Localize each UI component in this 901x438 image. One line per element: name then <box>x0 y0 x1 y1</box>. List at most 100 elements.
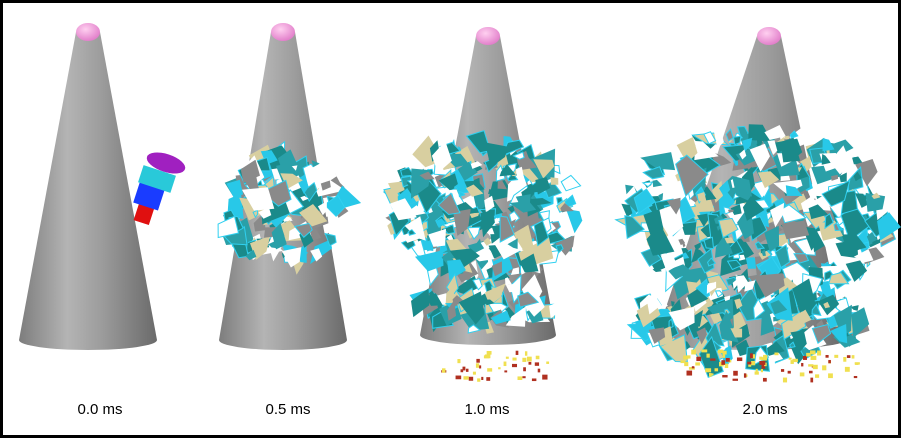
cone-cap <box>757 27 781 45</box>
particle <box>721 360 725 365</box>
particle <box>709 373 712 377</box>
particle <box>733 379 738 381</box>
particle <box>479 365 481 368</box>
particle <box>711 373 713 375</box>
particle <box>536 356 540 360</box>
particle <box>781 369 784 372</box>
particle <box>473 372 476 375</box>
particle <box>692 366 695 368</box>
particle <box>683 356 688 360</box>
particle <box>817 351 821 356</box>
particle <box>756 369 758 372</box>
particle <box>487 351 492 355</box>
particle <box>701 349 707 352</box>
particle <box>761 369 763 372</box>
particle <box>809 371 813 374</box>
particle <box>476 363 479 367</box>
debris-fragment <box>551 177 559 185</box>
figure: 0.0 ms 0.5 ms 1.0 ms 2.0 ms <box>0 0 901 438</box>
particle <box>517 376 522 380</box>
particle <box>442 368 445 372</box>
particle <box>792 359 798 362</box>
particle <box>532 378 536 381</box>
particle <box>456 376 462 380</box>
particle <box>481 377 483 380</box>
particle <box>803 356 807 360</box>
particle <box>855 362 858 365</box>
particle <box>718 350 723 354</box>
particle <box>528 362 531 365</box>
particle <box>737 357 742 361</box>
particle <box>845 367 850 372</box>
particle <box>748 365 751 367</box>
particle <box>512 364 517 367</box>
particle <box>516 351 519 355</box>
particle <box>783 378 787 383</box>
particle <box>523 367 526 371</box>
particle <box>522 358 526 362</box>
particle <box>538 369 540 373</box>
particle <box>750 353 753 358</box>
frame-label: 1.0 ms <box>464 401 509 418</box>
cone-cap <box>476 27 500 45</box>
frame-label: 0.5 ms <box>265 401 310 418</box>
particle <box>522 376 525 378</box>
particle <box>498 367 500 369</box>
particle <box>759 361 765 365</box>
particle <box>847 355 851 358</box>
particle <box>852 355 855 358</box>
particle <box>854 376 857 378</box>
particle <box>722 375 727 377</box>
particle <box>800 372 805 376</box>
particle <box>822 365 826 370</box>
particle <box>828 360 831 363</box>
particle <box>808 364 813 366</box>
particle <box>843 357 846 362</box>
particle <box>788 371 791 374</box>
particle <box>759 357 762 360</box>
particle <box>477 378 480 381</box>
particle <box>705 368 711 372</box>
particle <box>535 362 539 365</box>
particle <box>546 361 549 363</box>
particle <box>813 365 818 369</box>
particle <box>504 370 507 372</box>
cone-cap <box>271 23 295 41</box>
particle <box>763 355 767 359</box>
particle <box>710 358 715 360</box>
particle <box>691 350 696 355</box>
particle <box>457 359 460 363</box>
particle <box>485 354 491 358</box>
particle <box>706 354 709 358</box>
cone-cap <box>76 23 100 41</box>
particle <box>466 369 469 372</box>
particle <box>684 362 688 366</box>
particle <box>725 364 729 368</box>
particle <box>774 352 778 355</box>
particle <box>512 358 516 361</box>
particle <box>810 378 813 383</box>
particle <box>828 373 833 378</box>
particle <box>733 371 738 376</box>
particle <box>506 357 509 359</box>
particle <box>696 357 701 361</box>
particle <box>722 353 725 358</box>
particle <box>815 374 819 377</box>
particle <box>826 355 829 358</box>
particle <box>810 350 815 354</box>
particle <box>747 362 751 365</box>
particle <box>476 359 479 363</box>
frame-label: 2.0 ms <box>742 401 787 418</box>
particle <box>755 371 759 374</box>
particle <box>463 376 468 379</box>
particle <box>487 368 492 371</box>
particle <box>504 362 507 366</box>
particle <box>811 356 817 360</box>
particle <box>469 377 473 381</box>
particle <box>751 361 755 365</box>
particle <box>801 363 803 366</box>
particle <box>715 368 719 371</box>
particle <box>789 358 792 360</box>
particle <box>726 358 730 362</box>
particle <box>525 351 527 355</box>
